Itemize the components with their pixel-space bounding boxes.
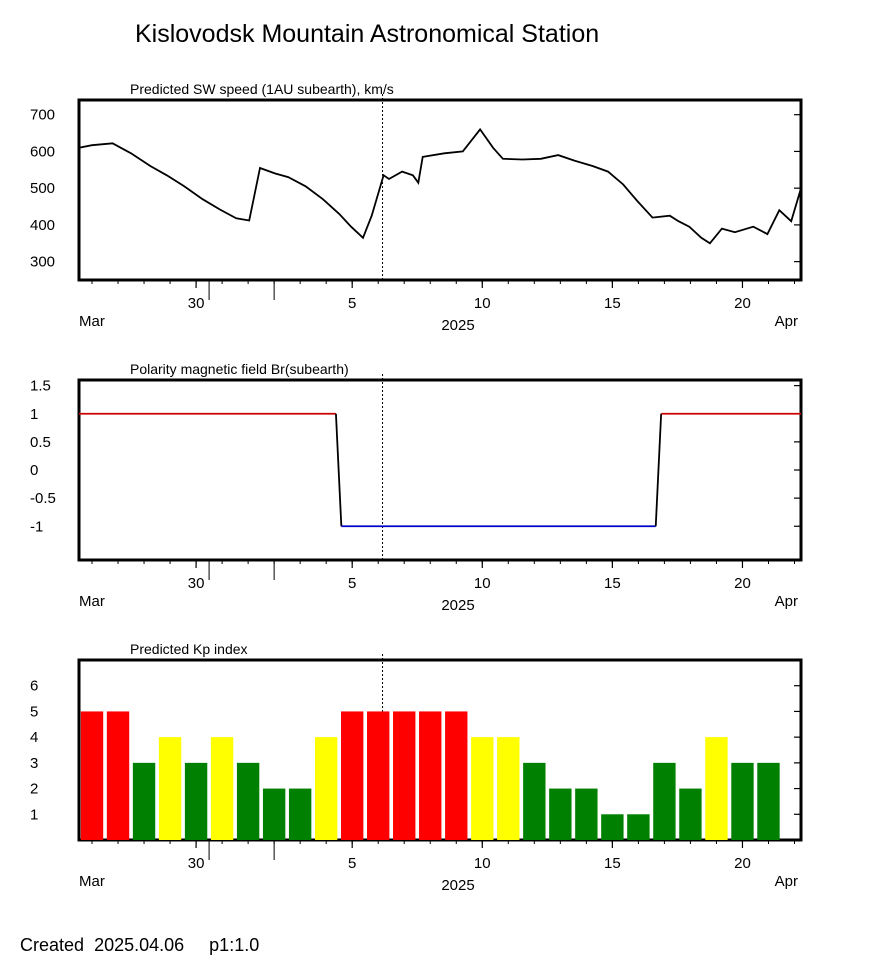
x-tick-label: 20 <box>734 295 751 312</box>
kp-bar <box>341 711 364 840</box>
y-tick-label: 1 <box>30 806 38 823</box>
month-label-left: Mar <box>79 313 105 330</box>
kp-bar <box>549 788 572 840</box>
year-label: 2025 <box>441 877 474 894</box>
month-label-left: Mar <box>79 873 105 890</box>
month-label-left: Mar <box>79 593 105 610</box>
y-tick-label: 3 <box>30 755 38 772</box>
y-tick-label: 1 <box>30 406 38 423</box>
kp-bar <box>80 711 104 840</box>
y-tick-label: 1.5 <box>30 378 51 395</box>
page-title: Kislovodsk Mountain Astronomical Station <box>135 20 600 48</box>
y-tick-label: 6 <box>30 678 38 695</box>
x-tick-label: 10 <box>474 295 491 312</box>
x-tick-label: 30 <box>188 575 205 592</box>
sw-speed-line <box>78 127 802 245</box>
y-tick-label: 5 <box>30 703 38 720</box>
created-date: 2025.04.06 <box>94 935 185 955</box>
y-tick-label: -0.5 <box>30 490 56 507</box>
x-tick-label: 10 <box>474 855 491 872</box>
chart-title: Predicted SW speed (1AU subearth), km/s <box>130 81 394 97</box>
x-tick-label: 30 <box>188 855 205 872</box>
kp-bar <box>497 737 520 840</box>
chart-panel-2: Polarity magnetic field Br(subearth) 1.5 1… <box>30 361 803 614</box>
polarity-transition-segment <box>654 413 663 527</box>
kp-bar <box>705 737 728 840</box>
kp-bar <box>288 788 312 840</box>
chart-title: Polarity magnetic field Br(subearth) <box>130 361 349 377</box>
kp-bar <box>653 762 676 840</box>
x-tick-label: 20 <box>734 575 751 592</box>
x-tick-label: 15 <box>604 575 621 592</box>
chart-panel-3: Predicted Kp index 6 5 4 3 2 1 30 5 10 15 20 Mar 2025… <box>30 641 803 894</box>
kp-bar <box>731 762 754 840</box>
chart-panel-1: Predicted SW speed (1AU subearth), km/s 7… <box>30 81 803 334</box>
kp-bar <box>575 788 598 840</box>
kp-bar <box>419 711 442 840</box>
kp-bar <box>757 762 780 840</box>
x-tick-label: 20 <box>734 855 751 872</box>
kp-bar <box>236 762 260 840</box>
y-tick-label: 4 <box>30 729 38 746</box>
y-tick-label: 600 <box>30 143 55 160</box>
x-tick-label: 15 <box>604 855 621 872</box>
plot-frame <box>77 378 803 562</box>
y-tick-label: 300 <box>30 254 55 271</box>
y-tick-label: 2 <box>30 781 38 798</box>
kp-bar <box>106 711 130 840</box>
polarity-transition-segment <box>335 413 343 527</box>
kp-bar <box>262 788 286 840</box>
kp-bar <box>393 711 416 840</box>
kp-bar <box>314 737 338 840</box>
kp-bar <box>445 711 468 840</box>
kp-bar <box>601 814 624 840</box>
month-label-right: Apr <box>775 593 798 610</box>
y-tick-label: 0.5 <box>30 434 51 451</box>
x-tick-label: 5 <box>348 575 356 592</box>
y-tick-label: -1 <box>30 518 43 535</box>
kp-bar <box>132 762 156 840</box>
kp-bar <box>627 814 650 840</box>
chart-title: Predicted Kp index <box>130 641 248 657</box>
x-tick-label: 10 <box>474 575 491 592</box>
y-tick-label: 0 <box>30 462 38 479</box>
kp-bar <box>471 737 494 840</box>
x-tick-label: 30 <box>188 295 205 312</box>
kp-bar <box>158 737 182 840</box>
year-label: 2025 <box>441 317 474 334</box>
y-tick-label: 400 <box>30 217 55 234</box>
y-tick-label: 500 <box>30 180 55 197</box>
kp-bar <box>523 762 546 840</box>
kp-bar <box>367 711 390 840</box>
month-label-right: Apr <box>775 873 798 890</box>
year-label: 2025 <box>441 597 474 614</box>
plot-frame <box>77 98 803 282</box>
x-tick-label: 5 <box>348 855 356 872</box>
kp-bar <box>184 762 208 840</box>
x-tick-label: 5 <box>348 295 356 312</box>
kp-bar <box>679 788 702 840</box>
x-tick-label: 15 <box>604 295 621 312</box>
month-label-right: Apr <box>775 313 798 330</box>
page-ref: p1:1.0 <box>209 935 260 955</box>
footer: Created 2025.04.06 p1:1.0 <box>20 935 259 956</box>
y-tick-label: 700 <box>30 107 55 124</box>
kp-bar <box>210 737 234 840</box>
created-label: Created <box>20 935 85 955</box>
